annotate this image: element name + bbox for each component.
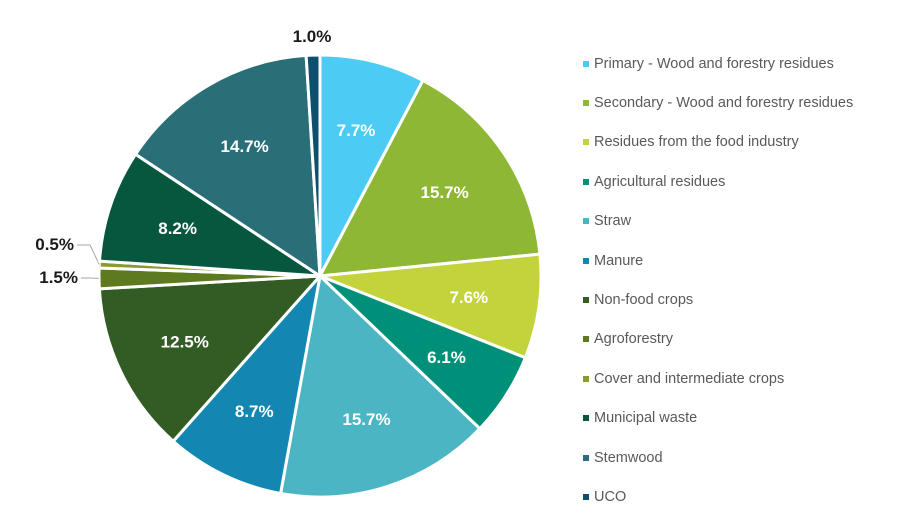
legend-item: Straw	[583, 202, 853, 241]
pie-slice	[171, 271, 323, 496]
pie-slice	[133, 53, 322, 279]
legend: Primary - Wood and forestry residues Seco…	[583, 44, 853, 517]
pie-slice	[278, 272, 482, 499]
legend-item: UCO	[583, 477, 853, 516]
legend-label: Manure	[594, 252, 644, 269]
pie-slice	[317, 78, 542, 278]
pie-slice	[97, 152, 326, 278]
leader-line	[77, 244, 100, 265]
data-label: 15.7%	[421, 183, 469, 202]
legend-label: Agroforestry	[594, 331, 673, 348]
legend-item: Cover and intermediate crops	[583, 359, 853, 398]
data-label: 8.7%	[235, 402, 274, 421]
data-label: 7.7%	[337, 121, 376, 140]
legend-swatch	[583, 218, 589, 225]
pie-slice	[304, 53, 322, 277]
legend-item: Manure	[583, 241, 853, 280]
legend-swatch	[583, 100, 589, 107]
data-label: 14.7%	[221, 137, 269, 156]
data-label: 8.2%	[158, 219, 197, 238]
legend-label: Primary - Wood and forestry residues	[594, 55, 834, 72]
data-label: 1.5%	[39, 268, 78, 287]
legend-swatch	[583, 297, 589, 304]
legend-swatch	[583, 139, 589, 146]
pie-slice	[318, 53, 425, 277]
legend-item: Agroforestry	[583, 320, 853, 359]
legend-label: Municipal waste	[594, 410, 698, 427]
legend-swatch	[583, 60, 589, 67]
pie-slice	[97, 274, 324, 444]
data-label: 0.5%	[35, 235, 74, 254]
legend-label: Agricultural residues	[594, 173, 726, 190]
data-label: 6.1%	[427, 348, 466, 367]
legend-label: Cover and intermediate crops	[594, 370, 785, 387]
legend-item: Residues from the food industry	[583, 123, 853, 162]
legend-label: Straw	[594, 213, 632, 230]
data-label: 12.5%	[161, 333, 209, 352]
pie-slice	[319, 252, 543, 360]
legend-swatch	[583, 336, 589, 343]
legend-swatch	[583, 454, 589, 461]
legend-swatch	[583, 493, 589, 500]
data-label: 1.0%	[293, 27, 332, 46]
legend-label: Residues from the food industry	[594, 134, 799, 151]
legend-swatch	[583, 375, 589, 382]
legend-label: Stemwood	[594, 449, 663, 466]
legend-swatch	[583, 178, 589, 185]
legend-label: UCO	[594, 488, 627, 505]
legend-label: Non-food crops	[594, 292, 694, 309]
legend-item: Non-food crops	[583, 280, 853, 319]
legend-item: Municipal waste	[583, 399, 853, 438]
data-label: 15.7%	[342, 410, 390, 429]
legend-swatch	[583, 257, 589, 264]
data-label: 7.6%	[449, 288, 488, 307]
legend-swatch	[583, 415, 589, 422]
legend-label: Secondary - Wood and forestry residues	[594, 95, 854, 112]
legend-item: Primary - Wood and forestry residues	[583, 44, 853, 83]
legend-item: Stemwood	[583, 438, 853, 477]
legend-item: Agricultural residues	[583, 162, 853, 201]
legend-item: Secondary - Wood and forestry residues	[583, 83, 853, 122]
